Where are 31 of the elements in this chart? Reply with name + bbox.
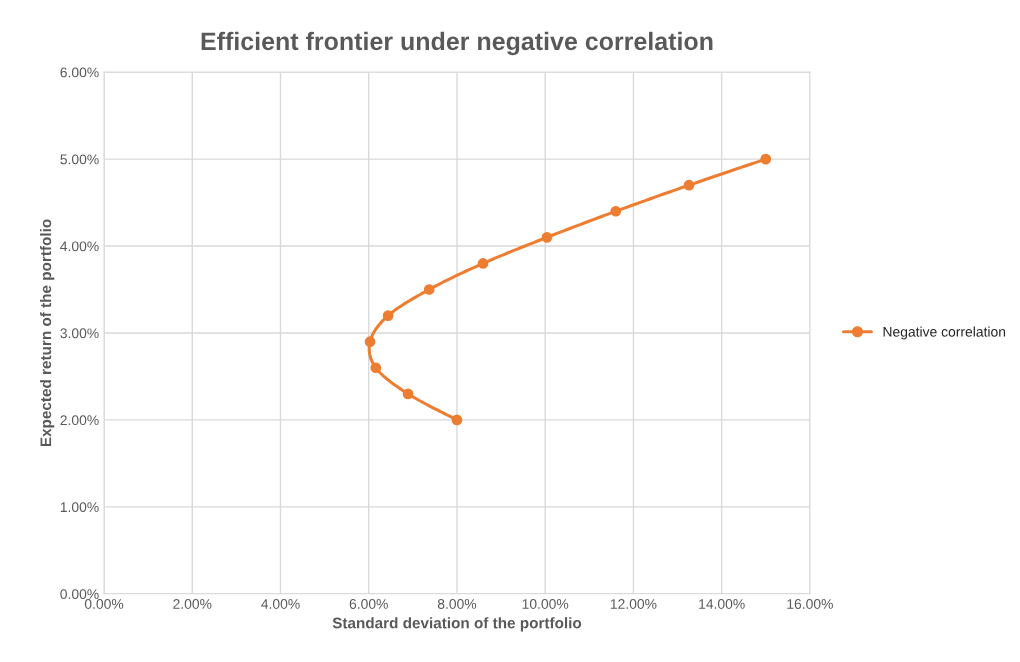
x-tick-label: 16.00% xyxy=(787,599,833,609)
y-tick-label: 0.00% xyxy=(60,589,99,599)
chart-title: Efficient frontier under negative correlation xyxy=(201,31,713,56)
point xyxy=(477,258,489,269)
point xyxy=(760,153,772,165)
point xyxy=(370,362,382,374)
point xyxy=(683,179,695,191)
point xyxy=(402,388,414,400)
point xyxy=(541,231,553,243)
x-tick-label: 14.00% xyxy=(699,599,745,609)
x-tick-label: 2.00% xyxy=(173,599,212,609)
point xyxy=(364,336,376,348)
y-tick-label: 4.00% xyxy=(60,241,99,252)
y-axis-title: Expected return of the portfolio xyxy=(40,219,55,447)
y-tick-label: 2.00% xyxy=(60,415,99,426)
x-axis-title: Standard deviation of the portfolio xyxy=(332,617,582,632)
x-tick-label: 12.00% xyxy=(610,599,657,609)
y-tick-label: 3.00% xyxy=(60,328,99,339)
x-tick-label: 4.00% xyxy=(261,599,300,609)
point xyxy=(610,205,622,217)
x-tick-label: 8.00% xyxy=(437,599,477,609)
point xyxy=(451,414,463,426)
x-tick-label: 10.00% xyxy=(522,599,569,609)
point xyxy=(382,310,394,321)
x-tick-label: 6.00% xyxy=(349,599,388,609)
y-tick-label: 6.00% xyxy=(60,67,99,78)
y-tick-label: 1.00% xyxy=(60,502,99,513)
legend-label: Negative correlation xyxy=(883,326,1006,340)
point xyxy=(423,284,435,295)
x-tick-label: 0.00% xyxy=(84,599,124,609)
y-tick-label: 5.00% xyxy=(60,154,99,165)
